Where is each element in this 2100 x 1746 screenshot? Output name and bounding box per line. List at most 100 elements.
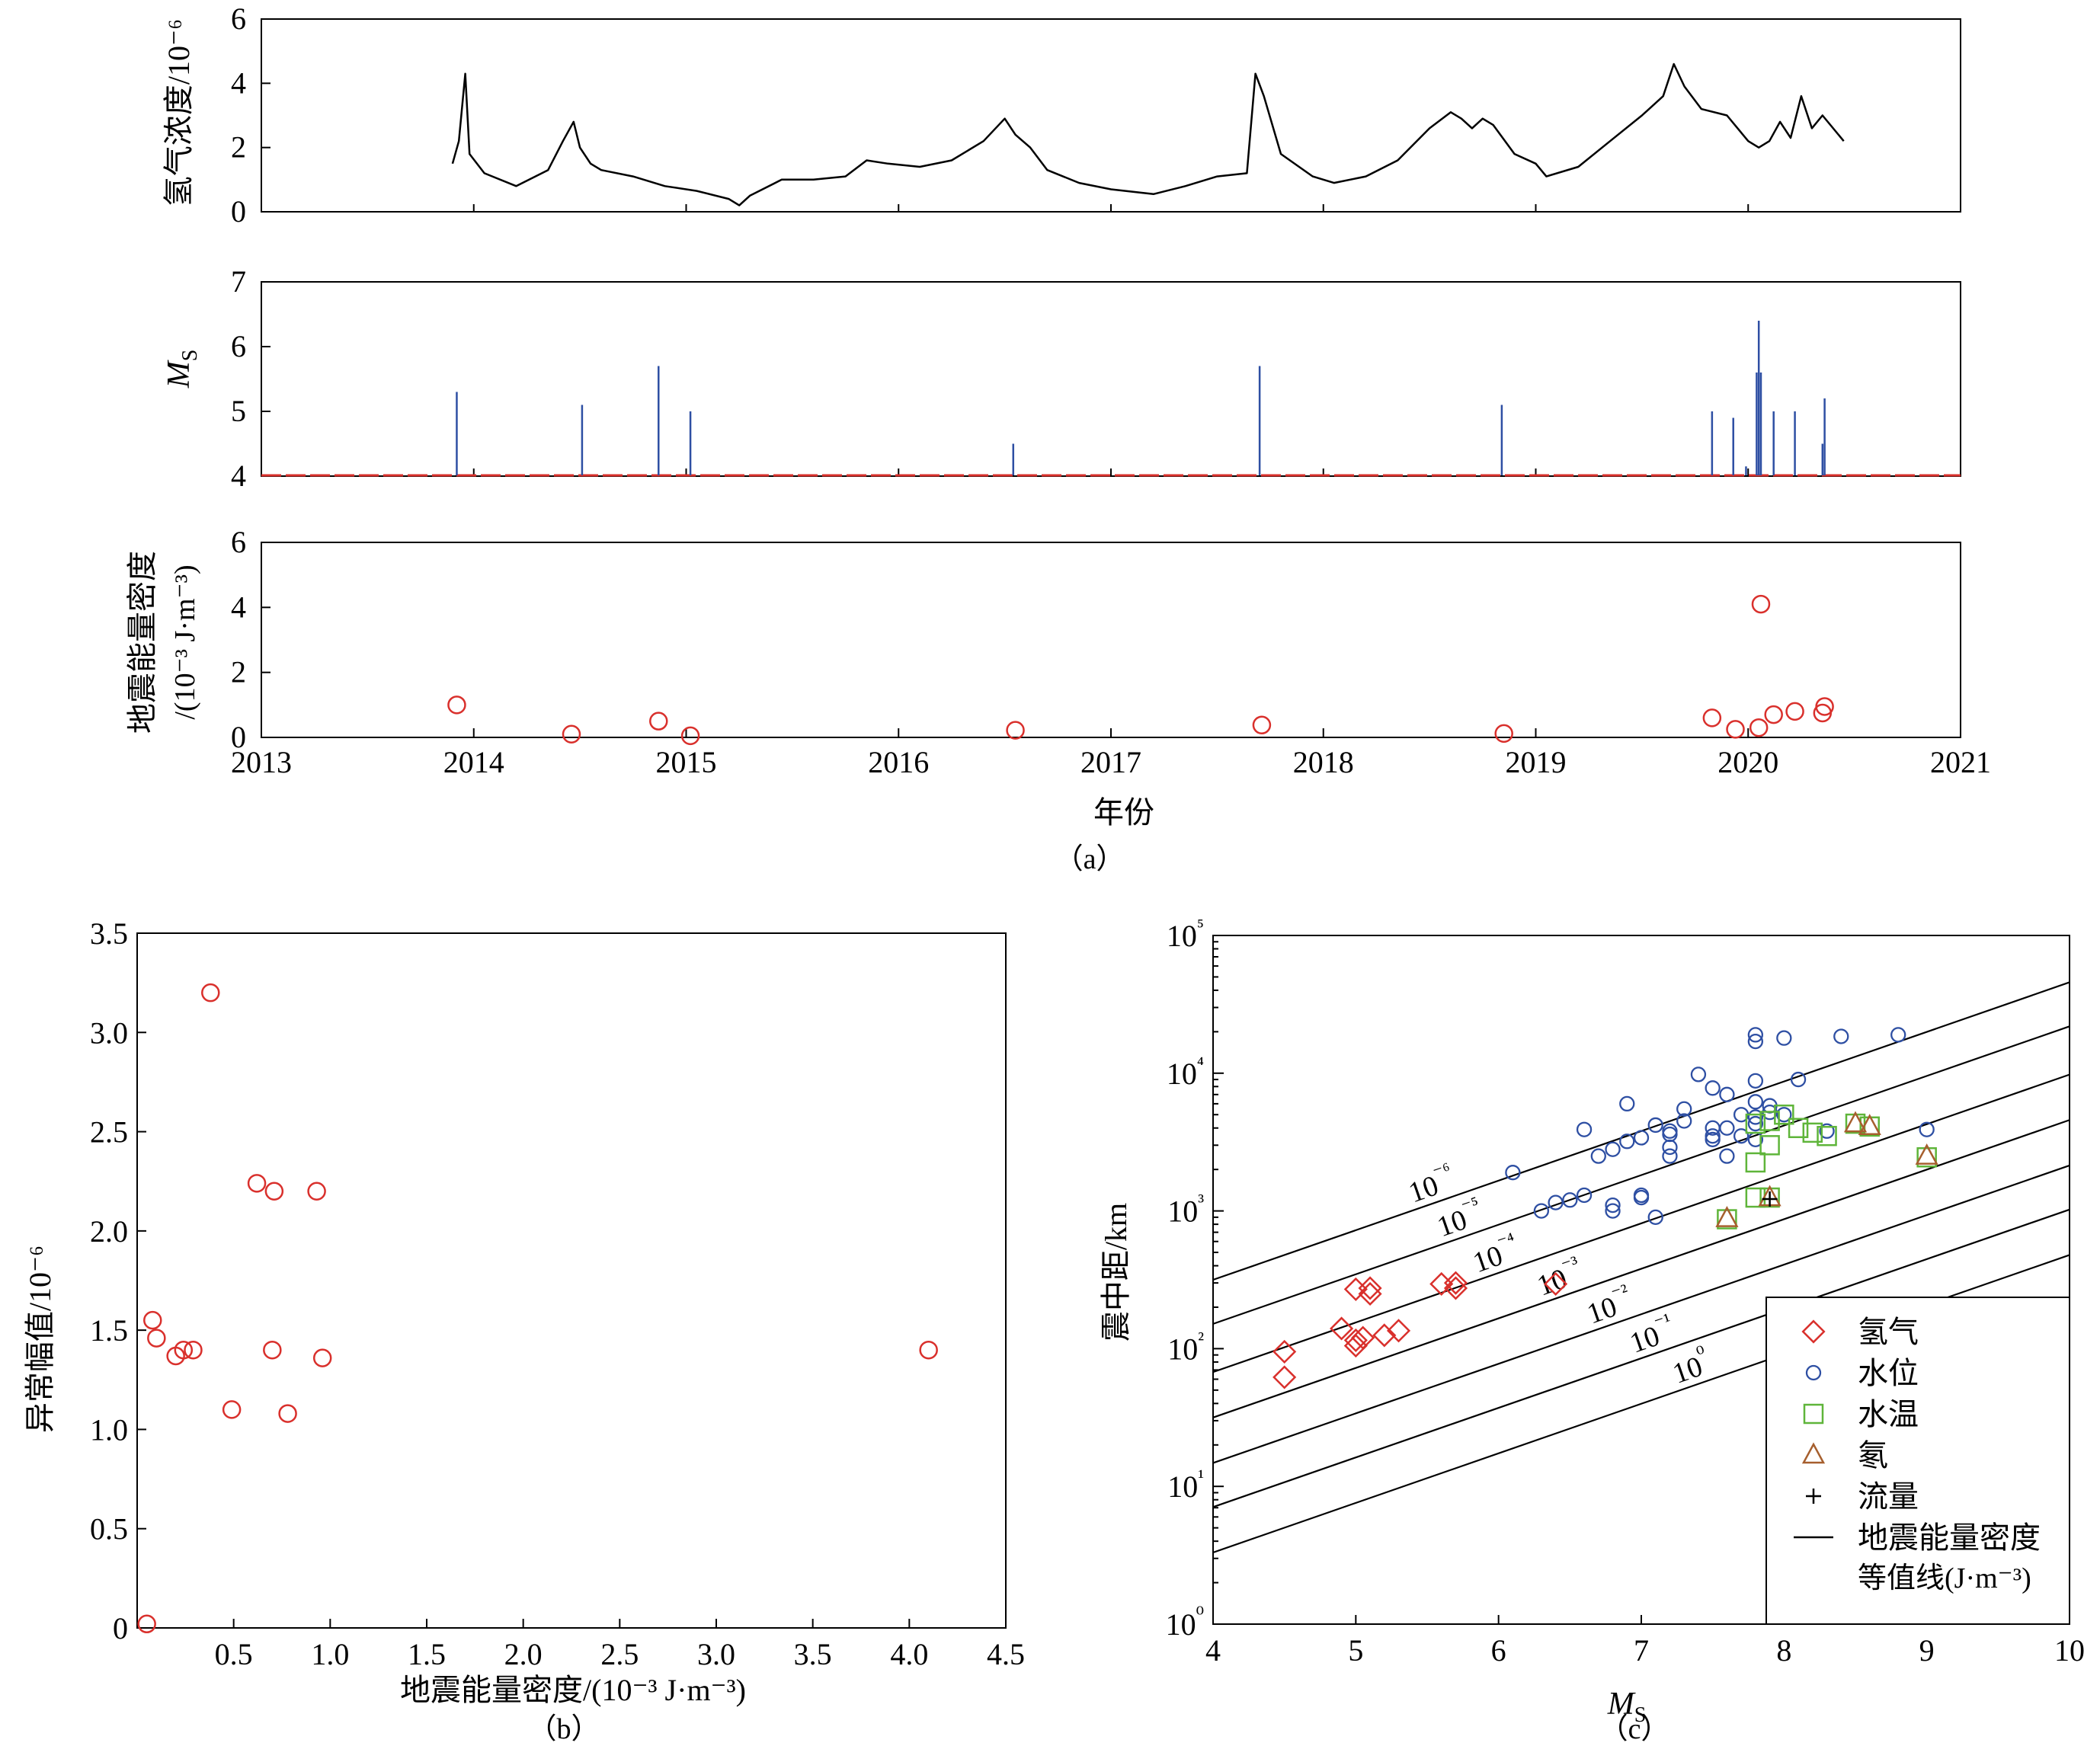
c-contour-label: 10⁻⁴: [1467, 1228, 1523, 1279]
a3-ylabel-line2: /(10⁻³ J·m⁻³): [169, 564, 201, 719]
c-point-circle: [1719, 1086, 1735, 1102]
a3-ytick-label: 0: [231, 720, 246, 754]
c-legend-marker-diamond: [1801, 1319, 1826, 1344]
c-point-diamond: [1343, 1334, 1368, 1358]
c-point-circle: [1605, 1203, 1621, 1219]
panel-b: 异常幅值/10⁻⁶ 地震能量密度/(10⁻³ J·m⁻³) （b） 0 0.5 1.…: [23, 916, 1025, 1745]
b-point: [143, 1310, 162, 1330]
b-ytick-label: 2.0: [90, 1214, 128, 1249]
c-ytick-label-base: 10: [1167, 1332, 1198, 1366]
c-ytick-label-base: 10: [1167, 1469, 1198, 1504]
c-point-circle: [1533, 1203, 1550, 1219]
a2-ytick-label: 7: [231, 264, 246, 299]
c-xtick-label: 4: [1205, 1633, 1221, 1668]
c-point-circle: [1747, 1109, 1764, 1125]
c-ytick-label-base: 10: [1167, 919, 1197, 953]
a3-point: [447, 696, 466, 715]
b-ylabel: 异常幅值/10⁻⁶: [23, 1246, 57, 1433]
b-ytick-label: 0: [113, 1611, 128, 1645]
c-point-square: [1802, 1122, 1823, 1143]
a2-axes-frame: [261, 281, 1961, 477]
c-point-circle: [1833, 1028, 1849, 1044]
b-ytick-label: 3.0: [90, 1015, 128, 1050]
b-axes-frame: [136, 932, 1007, 1629]
c-point-diamond: [1272, 1365, 1297, 1389]
b-xtick-label: 3.0: [697, 1637, 735, 1671]
c-ytick-label-base: 10: [1167, 1057, 1197, 1091]
b-point: [919, 1340, 938, 1360]
c-contour-line: [1213, 1164, 2070, 1464]
c-point-circle: [1705, 1128, 1721, 1144]
a3-xlabel: 年份: [1093, 795, 1154, 830]
c-point-diamond: [1330, 1316, 1354, 1341]
c-ytick-label: 10²: [1167, 1328, 1204, 1366]
c-point-diamond: [1358, 1281, 1382, 1306]
a3-xtick-label: 2016: [868, 745, 929, 779]
c-point-diamond: [1443, 1276, 1468, 1300]
c-ylabel: 震中距/km: [1099, 1203, 1133, 1341]
c-contour-label: 10⁻⁶: [1403, 1158, 1459, 1209]
a2-ylabel: MS: [162, 350, 202, 389]
c-contour-line: [1213, 1073, 2070, 1373]
b-xtick-label: 4.5: [987, 1637, 1025, 1671]
b-point: [222, 1400, 242, 1419]
a3-ytick-label: 6: [231, 525, 246, 559]
b-point: [174, 1340, 194, 1360]
c-legend-label: 地震能量密度: [1858, 1521, 2041, 1555]
c-point-circle: [1647, 1209, 1663, 1226]
panel-a1: 氢气浓度/10⁻⁶ 0 2 4 6: [162, 2, 1961, 229]
c-point-circle: [1747, 1033, 1764, 1050]
b-ytick-label: 1.0: [90, 1412, 128, 1447]
a3-point: [562, 724, 581, 743]
b-xtick-label: 1.5: [408, 1637, 446, 1671]
b-xtick-label: 0.5: [215, 1637, 253, 1671]
a3-xtick-label: 2021: [1930, 745, 1991, 779]
c-point-triangle: [1915, 1143, 1938, 1165]
b-ytick-label: 0.5: [90, 1512, 128, 1546]
b-point: [201, 983, 220, 1003]
a2-ytick-label: 4: [231, 459, 246, 493]
c-xlabel-main: M: [1607, 1687, 1636, 1722]
c-point-diamond: [1351, 1325, 1375, 1350]
c-point-diamond: [1343, 1328, 1368, 1352]
a2-ylabel-sub: S: [178, 350, 202, 362]
b-xtick-label: 3.5: [794, 1637, 832, 1671]
b-ytick-label: 3.5: [90, 916, 128, 951]
c-point-circle: [1719, 1120, 1735, 1136]
c-point-diamond: [1386, 1319, 1411, 1343]
c-point-circle: [1733, 1128, 1749, 1144]
a3-point: [680, 726, 700, 746]
c-point-circle: [1747, 1073, 1764, 1089]
b-point: [247, 1174, 267, 1193]
a-panel-label: （a）: [1055, 843, 1125, 875]
c-point-circle: [1747, 1115, 1764, 1132]
a3-point: [1494, 724, 1513, 743]
c-ytick-label-exp: ¹: [1198, 1466, 1204, 1488]
c-ytick-label: 10⁴: [1167, 1053, 1204, 1091]
c-legend-label: 水温: [1858, 1397, 1919, 1431]
a3-point: [1252, 715, 1272, 735]
c-point-diamond: [1372, 1323, 1397, 1348]
b-panel-label: （b）: [527, 1713, 600, 1745]
c-point-triangle: [1843, 1111, 1868, 1133]
b-point: [264, 1182, 284, 1201]
b-point: [184, 1340, 203, 1360]
c-point-square: [1759, 1111, 1780, 1131]
c-point-square: [1916, 1146, 1937, 1168]
a3-point: [1726, 720, 1745, 739]
c-xtick-label: 6: [1491, 1633, 1506, 1668]
c-ytick-label: 10⁰: [1166, 1604, 1204, 1642]
c-point-circle: [1662, 1126, 1678, 1143]
c-point-diamond: [1272, 1339, 1297, 1364]
c-point-square: [1817, 1125, 1837, 1146]
a1-ytick-label: 0: [231, 194, 246, 229]
c-point-circle: [1647, 1117, 1663, 1134]
b-point: [307, 1182, 326, 1201]
a1-ylabel: 氢气浓度/10⁻⁶: [162, 19, 196, 206]
c-point-circle: [1662, 1148, 1678, 1164]
c-legend-marker-circle: [1805, 1364, 1822, 1381]
a3-xtick-label: 2013: [231, 745, 292, 779]
b-point: [312, 1348, 332, 1367]
c-contour-line: [1213, 1025, 2070, 1325]
c-xtick-label: 7: [1634, 1633, 1649, 1668]
